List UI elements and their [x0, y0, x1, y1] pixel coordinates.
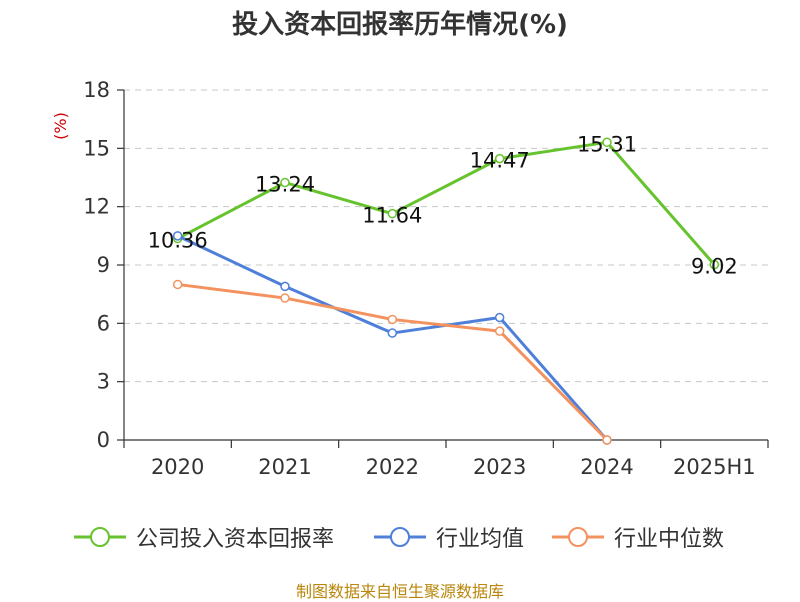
point-industry-mean-2022	[387, 328, 398, 338]
x-tick-label-2023: 2023	[473, 455, 526, 479]
legend-item-industry-mean[interactable]: 行业均值	[372, 520, 524, 554]
series-company	[172, 137, 720, 270]
chart-title: 投入资本回报率历年情况(%)	[232, 10, 568, 40]
data-label-2024: 15.31	[577, 132, 637, 156]
legend-label-industry-mean: 行业均值	[436, 527, 525, 552]
point-company-2021	[280, 177, 290, 188]
y-tick-label-18: 18	[83, 78, 110, 102]
point-industry-median-2020	[172, 279, 183, 290]
axes: 0 3 6 9 12 15 18 2020 2021 2022 2023 2024 2025H1	[83, 78, 769, 479]
series-industry-mean	[172, 231, 612, 445]
x-tick-label-2025H1: 2025H1	[673, 455, 756, 479]
x-tick-label-2020: 2020	[151, 455, 204, 479]
data-label-2025H1: 9.02	[691, 255, 738, 279]
data-source-note: 制图数据来自恒生聚源数据库	[295, 582, 504, 601]
point-industry-median-2022	[387, 314, 398, 325]
point-industry-median-2024	[602, 435, 612, 445]
legend: 公司投入资本回报率 行业均值 行业中位数	[0, 520, 800, 554]
line-chart: 0 3 6 9 12 15 18 2020 2021 2022 2023 2024 2025H1 (%)…	[51, 78, 769, 479]
point-industry-mean-2023	[494, 312, 505, 323]
y-tick-label-0: 0	[97, 428, 110, 452]
data-label-2020: 10.36	[148, 229, 208, 253]
x-tick-label-2024: 2024	[580, 455, 633, 479]
x-tick-label-2022: 2022	[366, 455, 419, 479]
point-company-2024	[602, 137, 612, 148]
point-industry-median-2023	[494, 326, 505, 336]
series-industry-median	[172, 279, 612, 445]
legend-item-industry-median[interactable]: 行业中位数	[550, 520, 724, 554]
y-tick-label-3: 3	[97, 370, 110, 394]
y-tick-label-15: 15	[83, 136, 110, 160]
legend-label-company: 公司投入资本回报率	[136, 527, 335, 552]
data-label-2022: 11.64	[362, 204, 422, 228]
point-company-2023	[494, 153, 505, 164]
point-company-2022	[387, 208, 398, 219]
grid-lines	[124, 89, 768, 383]
legend-label-industry-median: 行业中位数	[614, 527, 725, 552]
series-line-company	[176, 140, 716, 266]
data-label-2023: 14.47	[470, 149, 530, 173]
point-company-2025H1	[709, 259, 720, 270]
series-lines	[172, 137, 720, 445]
series-line-industry-median	[177, 282, 609, 442]
legend-median-marker	[552, 527, 604, 547]
y-tick-label-12: 12	[83, 195, 110, 219]
data-labels: 10.36 13.24 11.64 14.47 15.31 9.02	[148, 132, 738, 278]
legend-item-company[interactable]: 公司投入资本回报率	[72, 520, 334, 554]
data-label-2021: 13.24	[255, 173, 315, 197]
point-industry-median-2021	[280, 293, 290, 303]
y-axis-label: (%)	[51, 112, 70, 140]
point-industry-mean-2021	[280, 281, 290, 292]
legend-company-marker	[74, 527, 126, 547]
legend-mean-marker	[374, 527, 426, 547]
x-tick-label-2021: 2021	[258, 455, 311, 479]
y-tick-label-9: 9	[97, 253, 110, 277]
y-tick-label-6: 6	[97, 311, 110, 335]
series-line-industry-mean	[177, 234, 609, 441]
point-industry-mean-2020	[172, 231, 183, 241]
